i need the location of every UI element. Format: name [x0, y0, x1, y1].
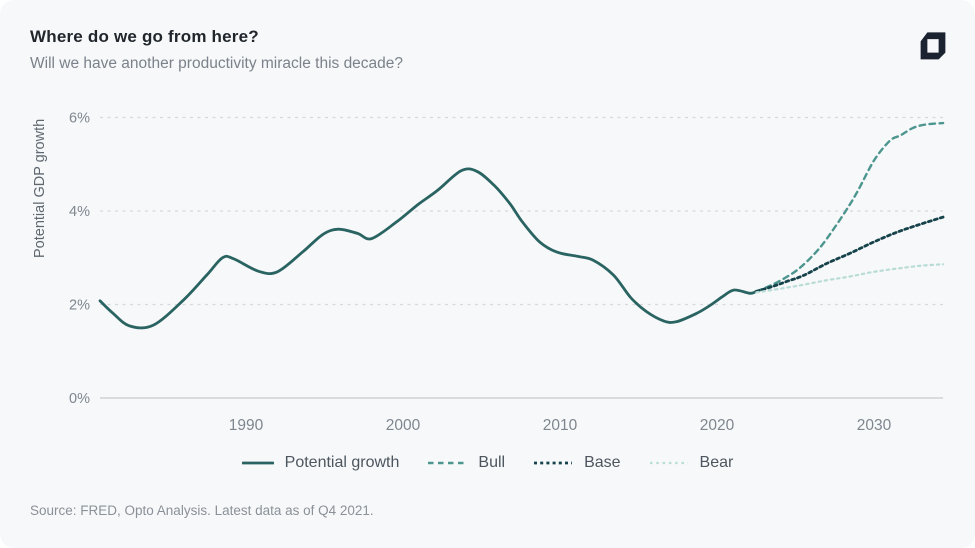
legend-swatch-dashed-line-icon — [427, 459, 467, 467]
chart-legend: Potential growth Bull Base Bear — [0, 454, 975, 472]
series-line-potential-growth — [98, 167, 758, 330]
legend-label: Bear — [699, 454, 734, 471]
opto-logo-icon — [915, 29, 951, 65]
y-tick-label-0%: 0% — [69, 391, 90, 407]
x-tick-label-2030: 2030 — [857, 417, 892, 434]
legend-item-bear: Bear — [649, 454, 734, 472]
page-subtitle: Will we have another productivity miracl… — [30, 55, 404, 72]
legend-swatch-solid-line-icon — [241, 459, 274, 467]
legend-swatch-dotted-line-icon — [533, 459, 573, 467]
x-tick-label-1990: 1990 — [229, 417, 264, 434]
x-tick-label-2000: 2000 — [386, 417, 421, 434]
legend-item-base: Base — [533, 454, 621, 472]
series-line-bear — [755, 263, 945, 294]
y-tick-label-6%: 6% — [69, 111, 90, 127]
series-line-bull — [755, 121, 945, 293]
page-title: Where do we go from here? — [30, 27, 259, 46]
series-line-base — [754, 215, 945, 293]
x-tick-label-2010: 2010 — [543, 417, 578, 434]
y-tick-label-4%: 4% — [69, 204, 90, 220]
legend-label: Potential growth — [284, 454, 400, 471]
legend-label: Base — [584, 454, 621, 471]
source-note: Source: FRED, Opto Analysis. Latest data… — [30, 503, 374, 518]
x-tick-label-2020: 2020 — [700, 417, 735, 434]
legend-label: Bull — [478, 454, 506, 471]
legend-swatch-light-dotted-line-icon — [649, 459, 689, 467]
legend-item-potential-growth: Potential growth — [241, 454, 400, 472]
legend-item-bull: Bull — [427, 454, 505, 472]
y-tick-label-2%: 2% — [69, 298, 90, 314]
